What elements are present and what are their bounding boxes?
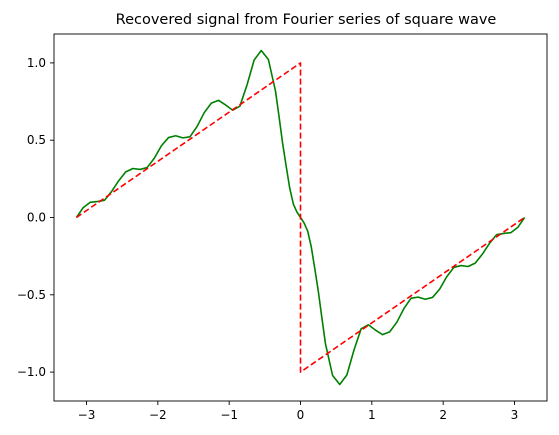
y-tick-label: 1.0 (27, 56, 46, 70)
series-layer (75, 49, 526, 386)
x-tick-label: −3 (78, 408, 96, 422)
x-tick-label: −1 (220, 408, 238, 422)
chart-title: Recovered signal from Fourier series of … (116, 12, 497, 28)
original-signal-line (75, 62, 526, 373)
y-tick-label: −1.0 (17, 365, 46, 379)
x-axis: −3 −2 −1 0 1 2 3 (78, 401, 519, 422)
y-axis: −1.0 −0.5 0.0 0.5 1.0 (17, 56, 54, 379)
x-tick-label: 3 (511, 408, 519, 422)
x-tick-label: 2 (439, 408, 447, 422)
x-tick-label: −2 (149, 408, 167, 422)
x-tick-label: 0 (297, 408, 305, 422)
y-tick-label: 0.0 (27, 211, 46, 225)
x-tick-label: 1 (368, 408, 376, 422)
y-tick-label: 0.5 (27, 133, 46, 147)
y-tick-label: −0.5 (17, 288, 46, 302)
